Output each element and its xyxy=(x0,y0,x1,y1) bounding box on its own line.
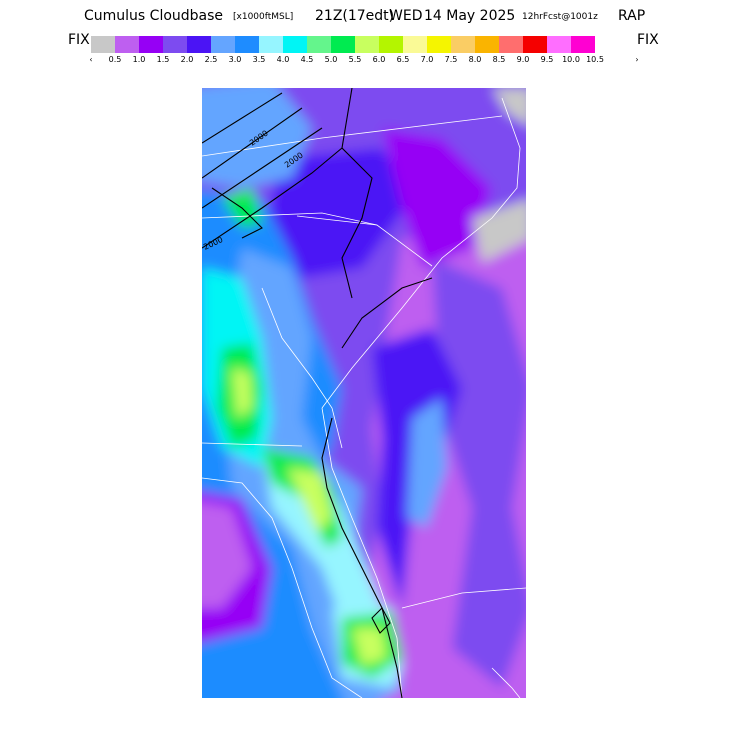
field-north-deep xyxy=(262,148,412,278)
contour-e xyxy=(202,147,343,249)
color-swatch xyxy=(427,36,451,53)
field-peninsula-lightcyan xyxy=(262,448,382,658)
color-swatch xyxy=(379,36,403,53)
contour-coastal xyxy=(321,417,403,698)
tick-label: 8.0 xyxy=(468,55,482,64)
field-nodata-ne xyxy=(492,88,526,125)
color-swatch xyxy=(499,36,523,53)
tick-high-arrow: › xyxy=(635,55,639,64)
field-gulf-light xyxy=(202,502,252,608)
field-yellow-north xyxy=(232,368,252,418)
title-date: 14 May 2025 xyxy=(424,8,516,24)
color-swatch xyxy=(475,36,499,53)
boundary-state-4 xyxy=(202,442,303,447)
field-yellow-mid xyxy=(287,468,332,533)
field-yellow-south xyxy=(352,628,387,666)
tick-label: 6.5 xyxy=(396,55,410,64)
color-swatch xyxy=(403,36,427,53)
tick-label: 8.5 xyxy=(492,55,506,64)
tick-label: 2.0 xyxy=(180,55,194,64)
color-swatch xyxy=(187,36,211,53)
contour-c xyxy=(202,107,303,179)
field-offshore-cyan xyxy=(407,398,447,528)
color-scale-ticks: ‹ › 0.5 1.0 1.5 2.0 2.5 3.0 3.5 4.0 4.5 5.0 5.5 6.0… xyxy=(0,55,729,67)
map-title: Cumulus Cloudbase [x1000ftMSL] 21Z(17edt… xyxy=(0,8,729,28)
tick-low-arrow: ‹ xyxy=(89,55,93,64)
coastline-atlantic xyxy=(321,97,521,409)
coastline-florida-east xyxy=(321,407,403,698)
tick-label: 7.5 xyxy=(444,55,458,64)
color-swatch xyxy=(283,36,307,53)
tick-label: 5.5 xyxy=(348,55,362,64)
tick-label: 10.0 xyxy=(562,55,580,64)
tick-label: 6.0 xyxy=(372,55,386,64)
title-valid-time: 21Z(17edt) xyxy=(315,8,395,24)
tick-label: 9.5 xyxy=(540,55,554,64)
tick-label: 1.0 xyxy=(132,55,146,64)
color-swatch xyxy=(331,36,355,53)
color-swatch xyxy=(91,36,115,53)
color-swatch xyxy=(355,36,379,53)
tick-label: 9.0 xyxy=(516,55,530,64)
color-swatch xyxy=(235,36,259,53)
tick-label: 0.5 xyxy=(108,55,122,64)
tick-label: 10.5 xyxy=(586,55,604,64)
legend-fix-right: FIX xyxy=(637,32,659,48)
tick-label: 3.0 xyxy=(228,55,242,64)
color-swatch xyxy=(259,36,283,53)
tick-label: 4.0 xyxy=(276,55,290,64)
tick-label: 4.5 xyxy=(300,55,314,64)
field-northwest-lightblue xyxy=(202,88,312,188)
legend-fix-left: FIX xyxy=(68,32,90,48)
color-swatch xyxy=(451,36,475,53)
title-day: WED xyxy=(389,8,423,24)
color-swatch xyxy=(523,36,547,53)
color-swatch xyxy=(163,36,187,53)
color-swatch xyxy=(307,36,331,53)
tick-label: 5.0 xyxy=(324,55,338,64)
tick-label: 7.0 xyxy=(420,55,434,64)
coastline-gulf xyxy=(202,477,363,698)
coastline-bahamas xyxy=(401,587,526,609)
field-north-violet xyxy=(382,128,492,268)
field-ocean-mid xyxy=(432,258,526,688)
title-units: [x1000ftMSL] xyxy=(233,12,294,22)
title-model: RAP xyxy=(618,8,646,24)
color-swatch xyxy=(139,36,163,53)
color-swatch xyxy=(571,36,595,53)
tick-label: 3.5 xyxy=(252,55,266,64)
contour-lines xyxy=(202,88,433,698)
political-boundaries xyxy=(202,97,526,698)
tick-label: 1.5 xyxy=(156,55,170,64)
boundary-state-2 xyxy=(202,212,433,267)
contour-f xyxy=(211,187,263,239)
color-swatch xyxy=(115,36,139,53)
field-nodata-capes xyxy=(472,200,526,263)
contour-lake xyxy=(371,607,391,634)
tick-label: 2.5 xyxy=(204,55,218,64)
color-scale-bar xyxy=(91,36,595,53)
color-swatch xyxy=(547,36,571,53)
contour-a xyxy=(341,88,373,299)
title-forecast: 12hrFcst@1001z xyxy=(522,12,598,22)
contour-g xyxy=(341,277,433,349)
title-product: Cumulus Cloudbase xyxy=(84,8,224,24)
contour-b xyxy=(202,92,283,144)
boundary-state-3 xyxy=(296,215,378,226)
color-swatch xyxy=(211,36,235,53)
cloudbase-map: 2000 2000 2000 xyxy=(202,88,526,698)
coastline-islands xyxy=(491,667,521,698)
boundary-state-5 xyxy=(261,287,343,449)
